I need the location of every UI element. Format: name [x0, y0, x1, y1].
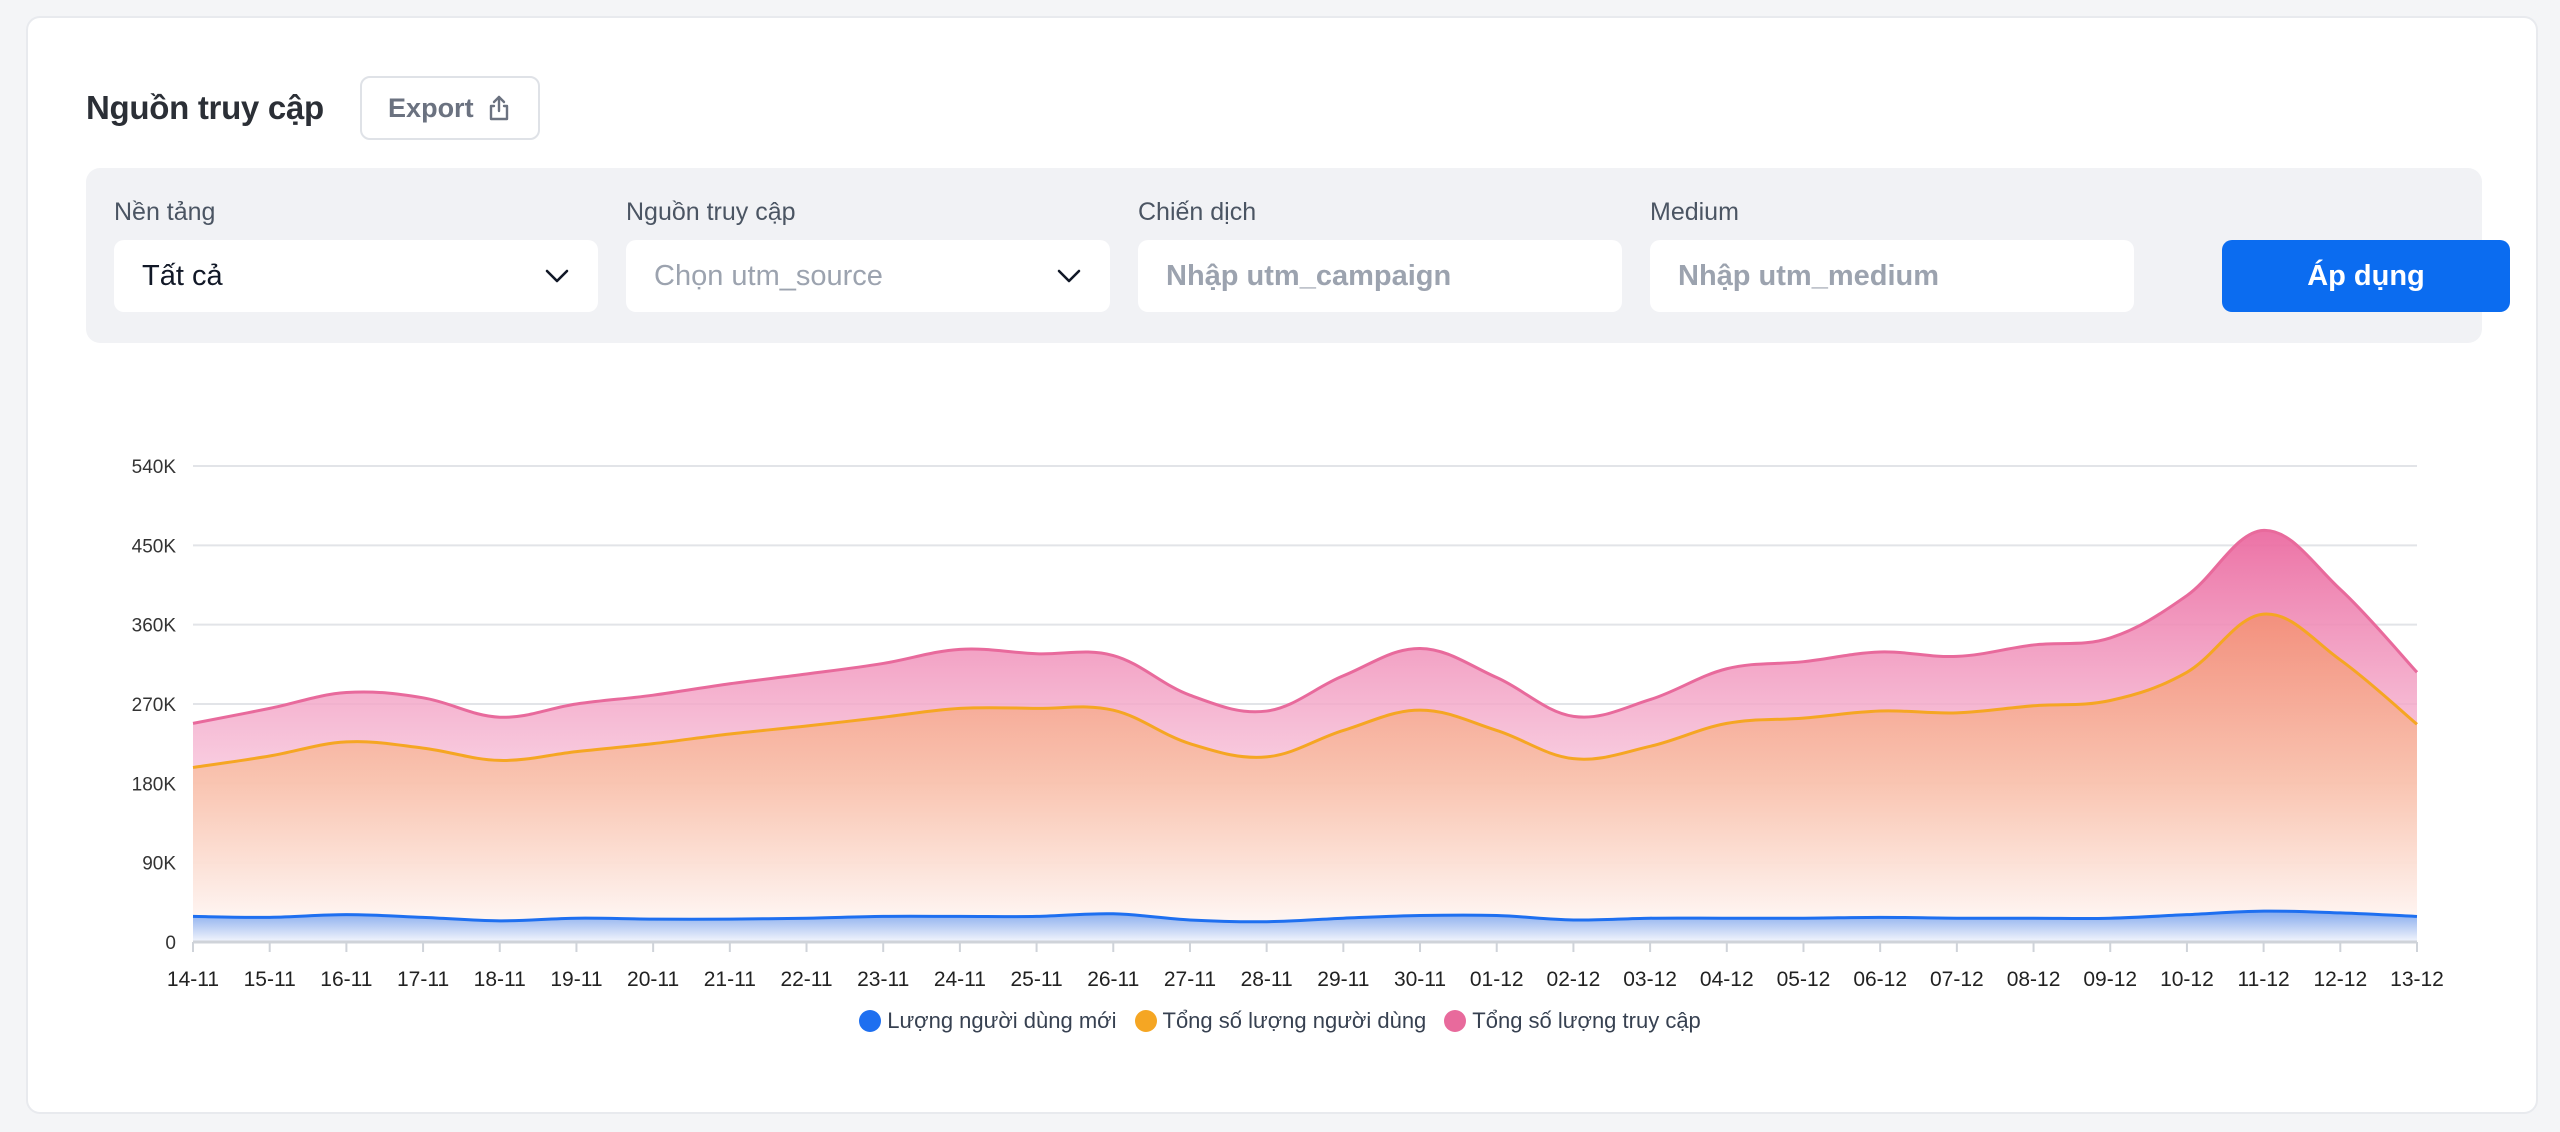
- campaign-filter: Chiến dịch Nhập utm_campaign: [1138, 198, 1622, 312]
- y-tick-label: 90K: [142, 854, 176, 875]
- new-users-line: [192, 909, 2418, 924]
- x-tick-label: 04-12: [1700, 968, 1754, 991]
- x-tick-label: 22-11: [780, 968, 832, 991]
- chart-legend: Lượng người dùng mới Tổng số lượng người …: [0, 1008, 2560, 1034]
- x-tick-label: 25-11: [1011, 968, 1063, 991]
- legend-item-total-users[interactable]: Tổng số lượng người dùng: [1134, 1008, 1427, 1034]
- x-tick-label: 08-12: [2007, 968, 2061, 991]
- source-filter: Nguồn truy cập Chọn utm_source: [626, 198, 1110, 312]
- chevron-down-icon: [545, 269, 569, 283]
- source-placeholder: Chọn utm_source: [654, 259, 883, 292]
- platform-filter: Nền tảng Tất cả: [114, 198, 598, 312]
- x-tick-label: 12-12: [2313, 968, 2367, 991]
- source-label: Nguồn truy cập: [626, 198, 796, 226]
- y-tick-label: 540K: [132, 457, 177, 478]
- x-tick-label: 06-12: [1853, 968, 1907, 991]
- y-tick-label: 180K: [132, 774, 177, 795]
- x-tick-label: 03-12: [1623, 968, 1677, 991]
- medium-placeholder: Nhập utm_medium: [1678, 259, 1940, 292]
- legend-dot-icon: [1134, 1010, 1157, 1032]
- legend-item-new-users[interactable]: Lượng người dùng mới: [859, 1008, 1117, 1034]
- x-tick-label: 29-11: [1317, 968, 1369, 991]
- share-icon: [489, 95, 508, 121]
- page-title: Nguồn truy cập: [86, 89, 324, 126]
- source-select[interactable]: Chọn utm_source: [626, 240, 1110, 312]
- x-tick-label: 19-11: [550, 968, 602, 991]
- total-users-line: [192, 612, 2418, 769]
- legend-label: Tổng số lượng người dùng: [1162, 1008, 1427, 1033]
- x-tick-label: 18-11: [474, 968, 526, 991]
- card-header: Nguồn truy cập Export: [86, 76, 540, 140]
- legend-dot-icon: [859, 1010, 882, 1032]
- x-tick-label: 15-11: [244, 968, 296, 991]
- chevron-down-icon: [1057, 269, 1081, 283]
- x-tick-label: 05-12: [1777, 968, 1831, 991]
- medium-label: Medium: [1650, 198, 1739, 226]
- platform-value: Tất cả: [142, 259, 223, 292]
- x-tick-label: 30-11: [1394, 968, 1446, 991]
- x-tick-label: 26-11: [1087, 968, 1139, 991]
- x-tick-label: 16-11: [320, 968, 372, 991]
- y-tick-label: 360K: [132, 616, 177, 637]
- export-button[interactable]: Export: [359, 76, 540, 140]
- legend-dot-icon: [1444, 1010, 1467, 1032]
- campaign-label: Chiến dịch: [1138, 198, 1257, 226]
- medium-input[interactable]: Nhập utm_medium: [1650, 240, 2134, 312]
- x-tick-label: 24-11: [934, 968, 986, 991]
- export-label: Export: [388, 92, 474, 123]
- y-tick-label: 0: [165, 933, 176, 954]
- platform-select[interactable]: Tất cả: [114, 240, 598, 312]
- medium-filter: Medium Nhập utm_medium: [1650, 198, 2134, 312]
- x-tick-label: 13-12: [2390, 968, 2444, 991]
- x-tick-label: 01-12: [1470, 968, 1524, 991]
- y-tick-label: 450K: [132, 536, 177, 557]
- x-tick-label: 11-12: [2238, 968, 2290, 991]
- x-tick-label: 09-12: [2083, 968, 2137, 991]
- x-tick-label: 23-11: [857, 968, 909, 991]
- traffic-area-chart: 0 90K 180K 270K 360K 450K 540K 14-11 15-11 16-11 1…: [132, 457, 2444, 991]
- x-tick-label: 20-11: [627, 968, 679, 991]
- y-tick-label: 270K: [132, 695, 177, 716]
- filter-panel: Nền tảng Tất cả Nguồn truy cập Chọn utm_…: [86, 168, 2510, 343]
- x-tick-label: 02-12: [1547, 968, 1601, 991]
- x-tick-label: 07-12: [1930, 968, 1984, 991]
- total-visits-line: [192, 528, 2419, 725]
- total-users-area: [193, 613, 2417, 942]
- platform-label: Nền tảng: [114, 198, 216, 226]
- legend-label: Lượng người dùng mới: [887, 1008, 1117, 1033]
- x-tick-label: 17-11: [397, 968, 449, 991]
- legend-label: Tổng số lượng truy cập: [1472, 1008, 1701, 1033]
- x-tick-label: 14-11: [167, 968, 219, 991]
- x-tick-label: 28-11: [1241, 968, 1293, 991]
- campaign-input[interactable]: Nhập utm_campaign: [1138, 240, 1622, 312]
- x-tick-label: 10-12: [2160, 968, 2214, 991]
- campaign-placeholder: Nhập utm_campaign: [1166, 259, 1452, 292]
- legend-item-total-visits[interactable]: Tổng số lượng truy cập: [1444, 1008, 1701, 1034]
- apply-button[interactable]: Áp dụng: [2222, 240, 2510, 312]
- x-tick-label: 27-11: [1164, 968, 1216, 991]
- x-tick-label: 21-11: [704, 968, 756, 991]
